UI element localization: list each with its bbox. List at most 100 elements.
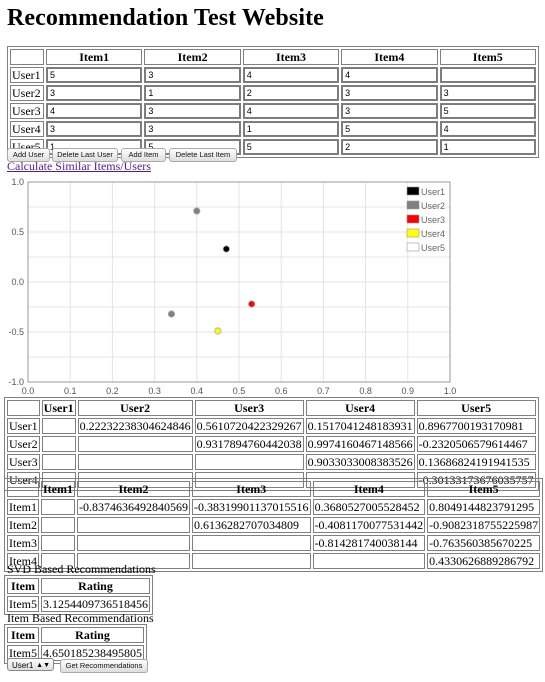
rating-input[interactable]: 5	[440, 104, 535, 118]
rating-input[interactable]: 4	[243, 104, 339, 118]
table-row: Item2 0.6136282707034809 -0.40811700775314…	[7, 517, 541, 533]
delete-last-item-button[interactable]: Delete Last Item	[169, 148, 237, 162]
x-tick-label: 0.4	[191, 386, 204, 396]
table-row: Item3 -0.814281740038144 -0.76356038567022…	[7, 535, 541, 551]
similarity-cell: -0.8374636492840569	[77, 499, 190, 515]
similarity-cell	[41, 436, 76, 452]
calculate-similar-link[interactable]: Calculate Similar Items/Users	[7, 159, 151, 173]
rating-input[interactable]: 3	[47, 122, 142, 136]
rating-cell: 4	[242, 103, 340, 119]
rating-input[interactable]: 4	[342, 68, 437, 82]
x-tick-label: 0.7	[317, 386, 330, 396]
similarity-cell	[41, 553, 75, 569]
column-header: Item2	[144, 49, 241, 65]
delete-last-user-button[interactable]: Delete Last User	[52, 148, 118, 162]
user-scatter-chart: 0.0 0.1 0.2 0.3 0.4 0.5 0.6 0.7 0.8 0.9 1.0 1.0 0.5 0…	[8, 177, 456, 396]
row-header: Item1	[7, 499, 39, 515]
x-tick-label: 0.5	[233, 386, 246, 396]
row-header: User2	[10, 85, 44, 101]
rating-input[interactable]: 3	[342, 104, 437, 118]
rating-input[interactable]: 3	[145, 68, 240, 82]
rating-cell: 3	[144, 67, 241, 83]
add-item-button[interactable]: Add Item	[121, 148, 166, 162]
ratings-table: Item1 Item2 Item3 Item4 Item5 User1 5 3 4 4 User2 3…	[7, 46, 539, 158]
table-row: Item4 0.4330626889286792	[7, 553, 541, 569]
table-row: Item1 -0.8374636492840569 -0.3831990113701…	[7, 499, 541, 515]
legend-swatch	[406, 214, 420, 224]
similarity-cell	[41, 517, 75, 533]
column-header: Rating	[41, 578, 150, 594]
svd-recommendations-table: Item Rating Item5 3.1254409736518456	[4, 575, 153, 615]
rating-input[interactable]: 4	[243, 68, 339, 82]
corner-cell	[7, 481, 39, 497]
column-header: Item	[7, 627, 39, 643]
rating-input[interactable]: 3	[47, 86, 142, 100]
rating-cell: 5	[341, 121, 438, 137]
legend-swatch	[406, 186, 420, 196]
column-header: Item1	[41, 481, 75, 497]
table-row: User3 4 3 4 3 5	[10, 103, 536, 119]
get-recommendations-button[interactable]: Get Recommendations	[60, 659, 148, 673]
rating-input[interactable]: 3	[145, 104, 240, 118]
add-user-button[interactable]: Add User	[7, 148, 50, 162]
similarity-cell	[77, 472, 193, 488]
rating-input[interactable]: 3	[145, 122, 240, 136]
rating-cell: 2	[341, 139, 438, 155]
rating-input[interactable]: 2	[243, 86, 339, 100]
table-row: User1 0.22232238304624846 0.56107204223292…	[7, 418, 536, 434]
rating-input[interactable]: 5	[342, 122, 437, 136]
rating-cell: 3.1254409736518456	[41, 596, 150, 612]
header-row: User1 User2 User3 User4 User5	[7, 400, 536, 416]
rating-input[interactable]: 5	[243, 140, 339, 154]
column-header: User5	[416, 400, 536, 416]
column-header: Item	[7, 578, 39, 594]
rating-input[interactable]	[440, 68, 535, 82]
corner-cell	[10, 49, 44, 65]
rating-cell: 4	[439, 121, 536, 137]
header-row: Item Rating	[7, 578, 150, 594]
column-header: Item2	[77, 481, 190, 497]
x-tick-label: 0.2	[106, 386, 119, 396]
rating-input[interactable]: 4	[47, 104, 142, 118]
data-point-user2	[193, 207, 201, 215]
rating-cell: 3	[439, 85, 536, 101]
row-header: User3	[10, 103, 44, 119]
similarity-cell: 0.9317894760442038	[194, 436, 304, 452]
data-point-user3	[248, 300, 256, 308]
rating-cell: 3	[144, 103, 241, 119]
legend-label: User2	[421, 201, 445, 211]
rating-input[interactable]: 2	[342, 140, 437, 154]
user-select-value: User1	[12, 661, 34, 670]
similarity-cell	[194, 454, 304, 470]
legend-swatch	[406, 200, 420, 210]
rating-input[interactable]: 4	[440, 122, 535, 136]
row-header: Item3	[7, 535, 39, 551]
rating-input[interactable]: 3	[342, 86, 437, 100]
select-arrow-icon: ▲▼	[36, 662, 50, 669]
rating-input[interactable]: 1	[440, 140, 535, 154]
similarity-cell	[312, 553, 426, 569]
rating-cell: 1	[144, 85, 241, 101]
row-header: User4	[7, 472, 40, 488]
similarity-cell	[41, 418, 76, 434]
similarity-cell: 0.3680527005528452	[312, 499, 426, 515]
rating-input[interactable]: 1	[243, 122, 339, 136]
rating-input[interactable]: 1	[145, 86, 240, 100]
plot-frame	[27, 181, 451, 383]
y-tick-label: -1.0	[8, 377, 24, 387]
rating-cell: 3	[144, 121, 241, 137]
rating-input[interactable]: 5	[47, 68, 142, 82]
similarity-cell: -0.30133173676035757	[416, 472, 536, 488]
similarity-cell	[305, 472, 415, 488]
similarity-cell	[77, 517, 190, 533]
column-header: Item5	[427, 481, 541, 497]
row-header: Item4	[7, 553, 39, 569]
similarity-cell	[41, 499, 75, 515]
column-header: Item4	[312, 481, 426, 497]
user-select[interactable]: User1 ▲▼	[7, 658, 54, 671]
rating-input[interactable]: 3	[440, 86, 535, 100]
table-row: User3 0.9033033008383526 0.136868241919415…	[7, 454, 536, 470]
legend-label: User4	[421, 229, 445, 239]
header-row: Item Rating	[7, 627, 144, 643]
item-cell: Item5	[7, 596, 39, 612]
